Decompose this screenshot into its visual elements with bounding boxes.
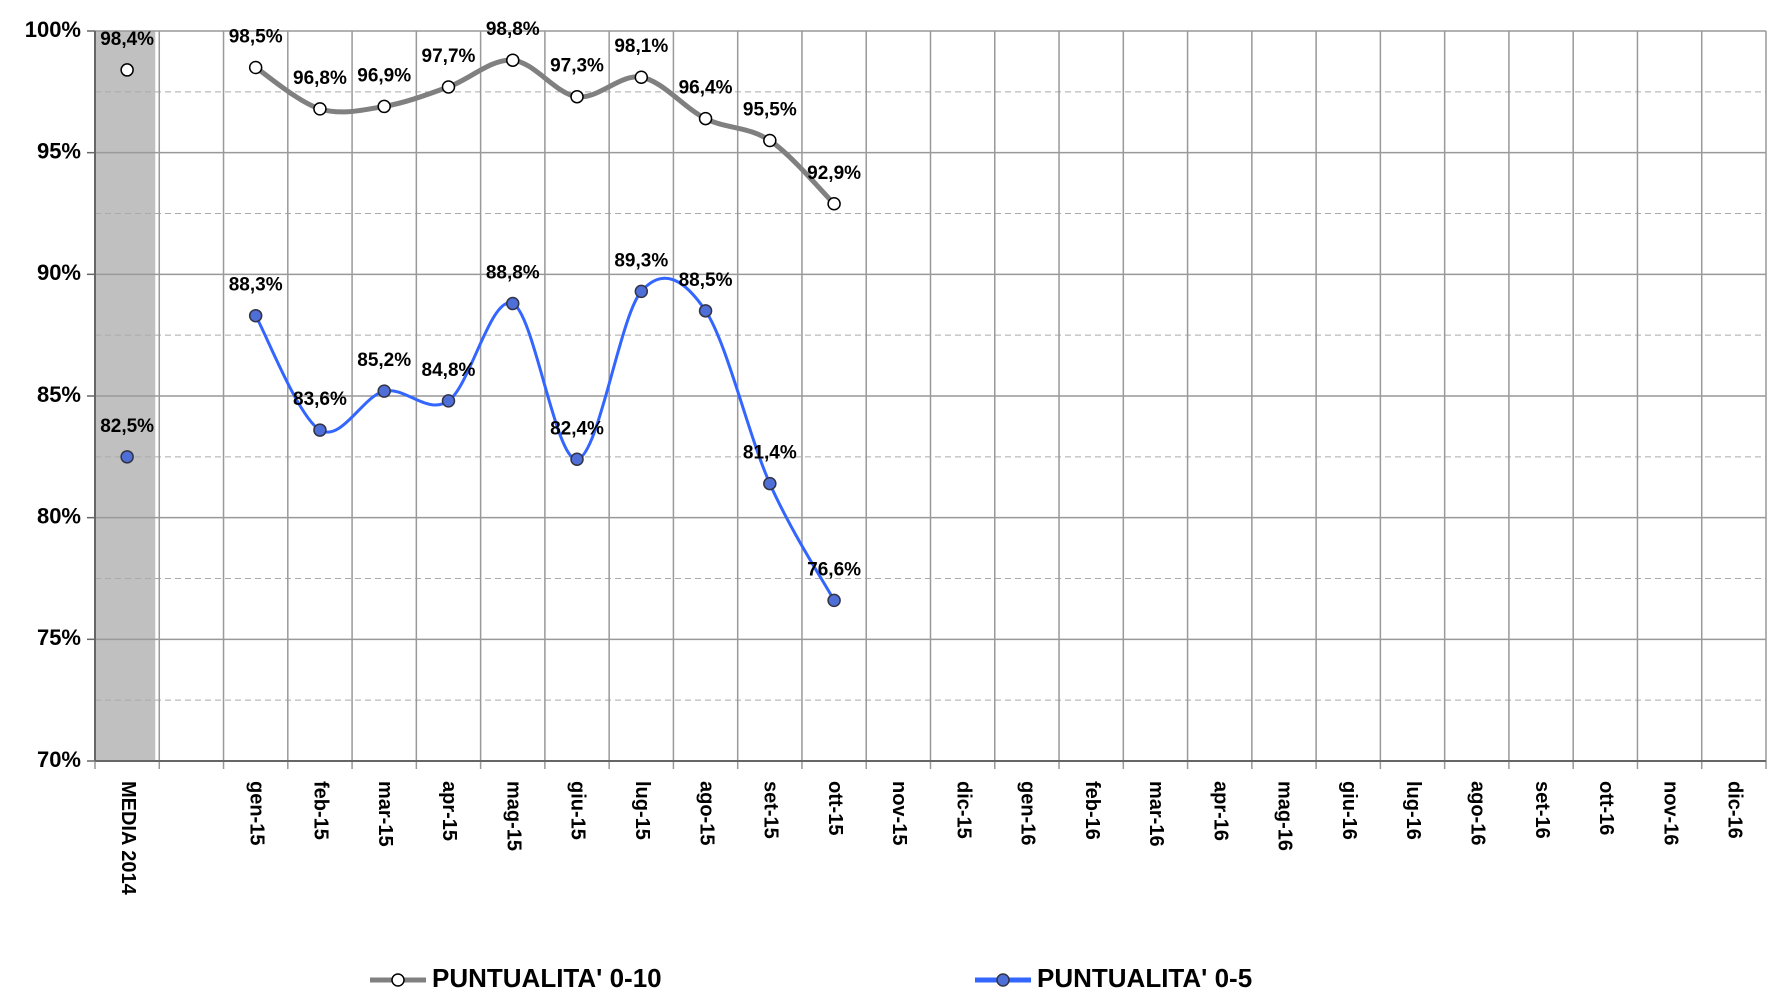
data-label: 96,4%	[679, 78, 733, 99]
x-tick-label: feb-16	[1081, 781, 1103, 840]
y-tick-label: 70%	[37, 747, 81, 772]
data-label: 98,1%	[614, 36, 668, 57]
y-tick-label: 85%	[37, 382, 81, 407]
legend-marker	[391, 973, 405, 987]
x-tick-label: mar-15	[374, 781, 396, 847]
data-point	[827, 593, 841, 608]
data-point	[506, 53, 520, 67]
data-point	[313, 423, 327, 437]
x-tick-label: mag-16	[1274, 781, 1296, 851]
data-label: 85,2%	[357, 350, 411, 371]
data-point	[570, 89, 584, 104]
x-tick-label: ott-16	[1595, 781, 1617, 835]
y-tick-label: 90%	[37, 260, 81, 285]
data-label: 81,4%	[743, 443, 797, 464]
data-label: 84,8%	[422, 360, 476, 381]
data-point	[763, 476, 777, 491]
x-tick-label: apr-16	[1209, 781, 1231, 841]
x-tick-label: gen-16	[1017, 781, 1039, 845]
legend-label: PUNTUALITA' 0-10	[432, 963, 662, 993]
series-line	[254, 276, 836, 602]
data-label: 96,9%	[357, 65, 411, 86]
data-point	[763, 133, 777, 148]
x-tick-label: giu-15	[567, 781, 589, 840]
y-tick-label: 95%	[37, 138, 81, 163]
data-point	[441, 394, 456, 408]
data-label: 88,3%	[229, 275, 283, 296]
data-point	[570, 452, 584, 467]
data-point	[377, 384, 391, 398]
data-point	[377, 99, 391, 114]
x-tick-label: apr-15	[438, 781, 460, 841]
data-point	[634, 284, 649, 299]
x-tick-label: ago-15	[695, 781, 717, 845]
data-label: 96,8%	[293, 68, 347, 89]
x-tick-label: gen-15	[245, 781, 267, 845]
x-tick-label: mar-16	[1145, 781, 1167, 847]
data-point	[248, 308, 263, 323]
y-tick-label: 80%	[37, 503, 81, 528]
x-tick-label: lug-16	[1402, 781, 1424, 840]
data-label: 82,4%	[550, 418, 604, 439]
data-label: 83,6%	[293, 389, 347, 410]
data-label: 88,5%	[679, 270, 733, 291]
data-point	[698, 304, 713, 318]
data-point	[120, 63, 134, 77]
data-label: 82,5%	[100, 416, 154, 437]
series-line	[254, 57, 836, 206]
data-label: 76,6%	[807, 559, 861, 580]
x-tick-label: feb-15	[310, 781, 332, 840]
data-label: 98,4%	[100, 29, 154, 50]
x-tick-label: ago-16	[1467, 781, 1489, 845]
y-tick-label: 100%	[25, 17, 81, 42]
data-point	[634, 70, 649, 84]
x-tick-label: set-16	[1531, 781, 1553, 839]
x-tick-label: nov-15	[888, 781, 910, 845]
data-label: 97,3%	[550, 56, 604, 77]
data-point	[827, 197, 841, 211]
data-label: 97,7%	[422, 46, 476, 67]
data-label: 98,5%	[229, 27, 283, 48]
data-point	[698, 111, 713, 126]
x-tick-label: mag-15	[502, 781, 524, 851]
legend-marker	[996, 973, 1010, 987]
data-point	[120, 450, 134, 464]
data-label: 92,9%	[807, 163, 861, 184]
x-tick-label: lug-15	[631, 781, 653, 840]
data-point	[441, 80, 456, 94]
data-label: 95,5%	[743, 100, 797, 121]
x-tick-label: dic-15	[952, 781, 974, 839]
x-tick-label: nov-16	[1659, 781, 1681, 845]
x-tick-label: giu-16	[1338, 781, 1360, 840]
data-label: 89,3%	[614, 250, 668, 271]
data-point	[506, 296, 520, 311]
data-label: 88,8%	[486, 263, 540, 284]
y-tick-label: 75%	[37, 625, 81, 650]
data-point	[313, 102, 327, 116]
x-tick-label: set-15	[760, 781, 782, 839]
legend-label: PUNTUALITA' 0-5	[1037, 963, 1252, 993]
data-label: 98,8%	[486, 19, 540, 40]
x-tick-label: dic-16	[1724, 781, 1746, 839]
x-tick-label: ott-15	[824, 781, 846, 835]
data-point	[248, 60, 263, 75]
x-tick-label: MEDIA 2014	[117, 781, 139, 896]
